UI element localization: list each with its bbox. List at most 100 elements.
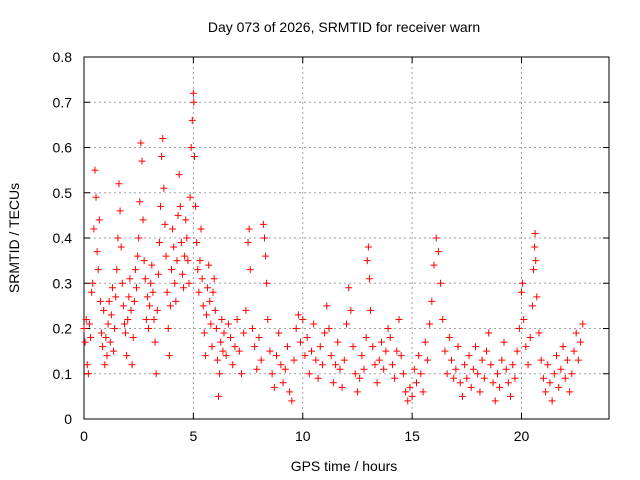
data-point bbox=[183, 234, 191, 242]
data-point bbox=[217, 338, 225, 346]
data-point bbox=[220, 329, 228, 337]
data-point bbox=[116, 207, 124, 215]
data-point bbox=[224, 320, 232, 328]
data-point bbox=[574, 356, 582, 364]
data-point bbox=[124, 315, 132, 323]
data-point bbox=[557, 365, 565, 373]
data-point bbox=[148, 261, 156, 269]
data-point bbox=[373, 379, 381, 387]
data-point bbox=[171, 279, 179, 287]
y-tick-label: 0.2 bbox=[53, 321, 73, 337]
data-point bbox=[141, 275, 149, 283]
data-point bbox=[347, 306, 355, 314]
data-point bbox=[185, 279, 193, 287]
data-point bbox=[245, 225, 253, 233]
data-point bbox=[268, 370, 276, 378]
data-point bbox=[165, 352, 173, 360]
data-point bbox=[336, 365, 344, 373]
data-point bbox=[126, 275, 134, 283]
data-point bbox=[100, 306, 108, 314]
data-point bbox=[209, 288, 217, 296]
data-point bbox=[201, 352, 209, 360]
x-tick-label: 20 bbox=[514, 428, 530, 444]
data-point bbox=[299, 315, 307, 323]
data-point bbox=[308, 347, 315, 355]
data-point bbox=[472, 343, 480, 351]
data-point bbox=[456, 379, 464, 387]
data-point bbox=[397, 352, 405, 360]
data-point bbox=[410, 365, 418, 373]
data-point bbox=[515, 325, 523, 332]
data-point bbox=[104, 320, 112, 328]
data-point bbox=[83, 361, 91, 369]
data-point bbox=[432, 234, 440, 242]
data-point bbox=[178, 270, 186, 278]
data-point bbox=[111, 325, 119, 332]
data-point bbox=[200, 329, 208, 337]
data-point bbox=[382, 347, 390, 355]
data-point bbox=[542, 388, 550, 396]
data-point bbox=[421, 338, 429, 346]
data-point bbox=[127, 306, 135, 314]
x-tick-label: 15 bbox=[404, 428, 420, 444]
data-point bbox=[461, 361, 469, 369]
data-point bbox=[476, 388, 484, 396]
data-point bbox=[123, 352, 131, 360]
data-point bbox=[340, 356, 348, 364]
data-point bbox=[417, 370, 425, 378]
data-point bbox=[553, 352, 560, 360]
data-point bbox=[222, 352, 230, 360]
points-layer bbox=[80, 89, 587, 405]
data-point bbox=[364, 243, 372, 251]
data-point bbox=[303, 334, 311, 342]
data-point bbox=[262, 252, 270, 260]
x-tick-label: 10 bbox=[295, 428, 311, 444]
data-point bbox=[117, 243, 125, 251]
data-point bbox=[166, 302, 174, 310]
data-point bbox=[259, 220, 267, 228]
data-point bbox=[419, 388, 427, 396]
data-point bbox=[248, 325, 256, 332]
data-point bbox=[448, 356, 455, 364]
data-point bbox=[85, 320, 93, 328]
y-tick-label: 0.6 bbox=[53, 140, 73, 156]
data-point bbox=[500, 338, 508, 346]
data-point bbox=[318, 361, 326, 369]
data-point bbox=[146, 302, 154, 310]
data-point bbox=[561, 374, 569, 382]
data-point bbox=[283, 343, 291, 351]
data-point bbox=[441, 347, 449, 355]
data-point bbox=[96, 297, 104, 305]
data-point bbox=[511, 374, 519, 382]
data-point bbox=[314, 374, 322, 382]
data-point bbox=[375, 356, 383, 364]
data-point bbox=[343, 320, 350, 328]
data-point bbox=[84, 370, 92, 378]
data-point bbox=[550, 370, 558, 378]
data-point bbox=[290, 356, 298, 364]
data-point bbox=[485, 329, 493, 337]
data-point bbox=[174, 211, 182, 219]
x-tick-label: 0 bbox=[80, 428, 88, 444]
data-point bbox=[568, 370, 576, 378]
data-point bbox=[305, 370, 313, 378]
data-point bbox=[266, 347, 274, 355]
data-point bbox=[238, 370, 245, 378]
data-point bbox=[513, 347, 521, 355]
data-point bbox=[399, 370, 407, 378]
data-point bbox=[321, 329, 329, 337]
data-point bbox=[93, 248, 101, 256]
data-point bbox=[160, 184, 168, 192]
data-point bbox=[367, 306, 375, 314]
data-point bbox=[145, 325, 153, 332]
data-point bbox=[192, 202, 200, 210]
data-point bbox=[215, 392, 223, 400]
chart-title: Day 073 of 2026, SRMTID for receiver war… bbox=[208, 19, 480, 35]
data-point bbox=[404, 397, 412, 405]
data-point bbox=[507, 392, 515, 400]
data-point bbox=[91, 166, 99, 174]
data-point bbox=[155, 239, 163, 247]
data-point bbox=[193, 239, 201, 247]
data-point bbox=[108, 284, 116, 292]
data-point bbox=[286, 388, 294, 396]
